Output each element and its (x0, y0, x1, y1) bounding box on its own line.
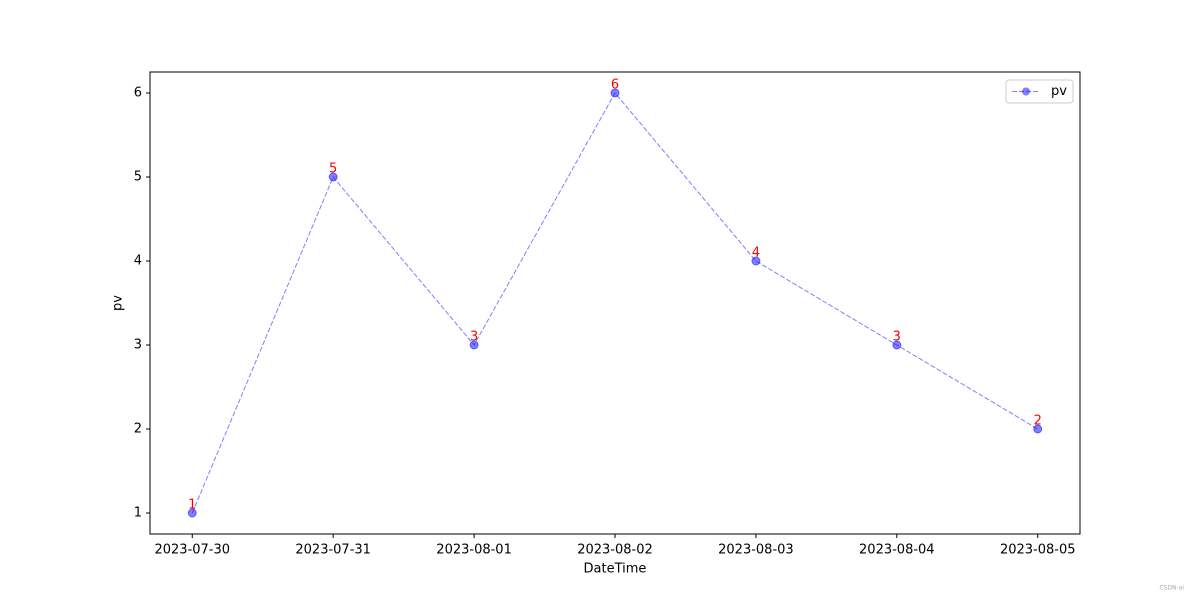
data-label: 2 (1034, 414, 1042, 429)
data-label: 4 (752, 246, 760, 261)
data-label: 5 (329, 162, 337, 177)
watermark: CSDN-ai (1159, 585, 1184, 592)
y-tick-label: 6 (134, 86, 142, 101)
data-label: 3 (893, 330, 901, 345)
y-tick-label: 2 (134, 422, 142, 437)
legend-marker (1022, 87, 1030, 96)
x-tick-label: 2023-08-03 (718, 543, 794, 558)
y-axis-label: pv (111, 295, 126, 311)
legend-label: pv (1051, 84, 1067, 99)
x-tick-label: 2023-08-04 (859, 543, 935, 558)
data-label: 6 (611, 78, 619, 93)
x-tick-label: 2023-08-02 (577, 543, 653, 558)
point (610, 88, 620, 98)
point (892, 340, 902, 350)
point (187, 508, 197, 518)
x-tick-label: 2023-07-30 (154, 543, 230, 558)
legend-box (1005, 79, 1074, 104)
y-tick-label: 4 (134, 254, 142, 269)
y-tick-label: 5 (134, 170, 142, 185)
data-label: 1 (188, 498, 196, 513)
x-axis-label: DateTime (584, 562, 647, 577)
point (328, 172, 338, 182)
x-tick-label: 2023-08-01 (436, 543, 512, 558)
x-tick-label: 2023-07-31 (295, 543, 371, 558)
point (751, 256, 761, 266)
y-tick-label: 1 (134, 506, 142, 521)
point (469, 340, 479, 350)
plot-frame (149, 71, 1081, 535)
point (1033, 424, 1043, 434)
y-tick-label: 3 (134, 338, 142, 353)
data-label: 3 (470, 330, 478, 345)
x-tick-label: 2023-08-05 (1000, 543, 1076, 558)
